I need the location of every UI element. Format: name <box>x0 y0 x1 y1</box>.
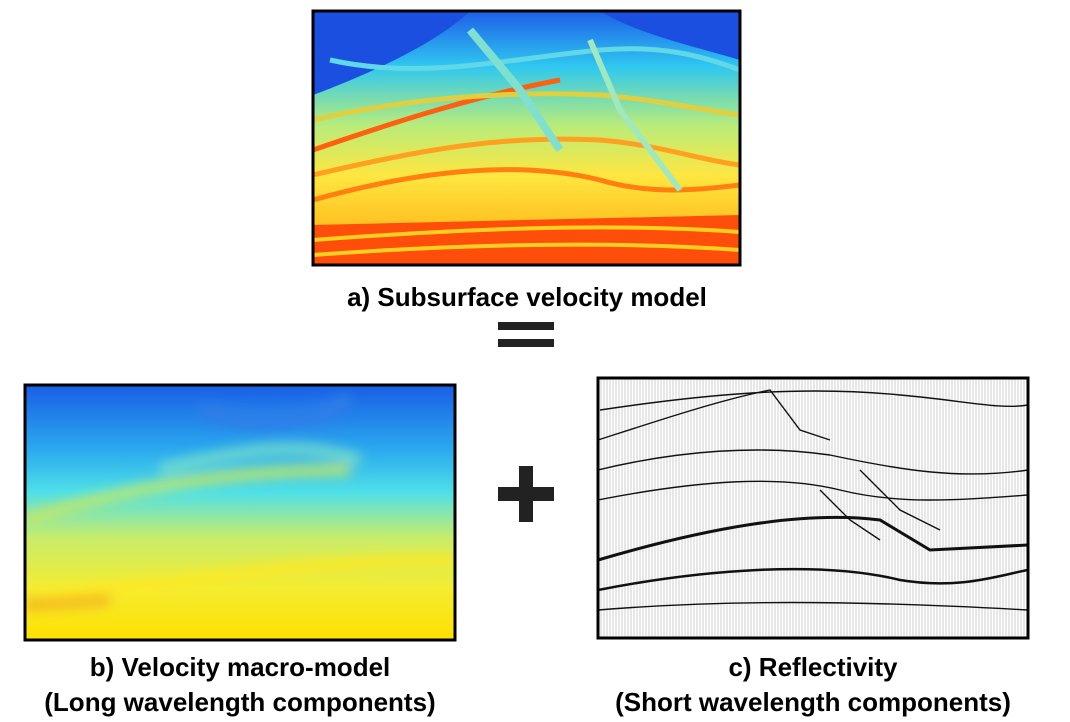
caption-line: (Long wavelength components) <box>0 685 480 720</box>
page: {"panel_a": {"caption": "a) Subsurface v… <box>0 0 1070 722</box>
caption: c) Reflectivity (Short wavelength compon… <box>573 650 1053 720</box>
macro-model-image <box>25 385 455 640</box>
velocity-model-image <box>313 11 740 265</box>
equals-sign <box>498 322 554 330</box>
caption-line: c) Reflectivity <box>573 650 1053 685</box>
reflectivity-image <box>598 378 1028 638</box>
figure <box>0 0 1070 722</box>
plus-sign <box>498 487 554 501</box>
equals-sign <box>498 339 554 347</box>
caption: a) Subsurface velocity model <box>313 280 741 315</box>
caption-line: b) Velocity macro-model <box>0 650 480 685</box>
caption: b) Velocity macro-model (Long wavelength… <box>0 650 480 720</box>
caption-line: (Short wavelength components) <box>573 685 1053 720</box>
